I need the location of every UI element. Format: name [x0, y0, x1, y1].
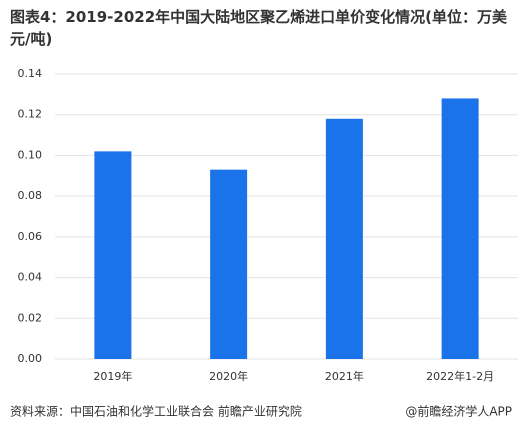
bar [94, 151, 132, 359]
credit: @前瞻经济学人APP [405, 404, 512, 419]
y-tick-label: 0.04 [18, 271, 43, 284]
bar [441, 98, 479, 359]
y-tick-label: 0.00 [18, 352, 43, 365]
x-tick-label: 2020年 [209, 369, 248, 383]
y-tick-label: 0.06 [18, 230, 43, 243]
bar [210, 169, 248, 359]
chart-title: 图表4：2019-2022年中国大陆地区聚乙烯进口单价变化情况(单位：万美元/吨… [10, 8, 508, 48]
y-tick-label: 0.02 [18, 311, 43, 324]
bar [325, 118, 363, 360]
x-tick-label: 2021年 [325, 369, 364, 383]
source-note: 资料来源：中国石油和化学工业联合会 前瞻产业研究院 [10, 404, 302, 419]
y-tick-label: 0.14 [18, 67, 43, 80]
x-tick-label: 2019年 [93, 369, 132, 383]
y-tick-label: 0.10 [18, 148, 43, 161]
y-tick-label: 0.12 [18, 108, 43, 121]
y-tick-label: 0.08 [18, 189, 43, 202]
x-tick-label: 2022年1-2月 [426, 369, 494, 383]
